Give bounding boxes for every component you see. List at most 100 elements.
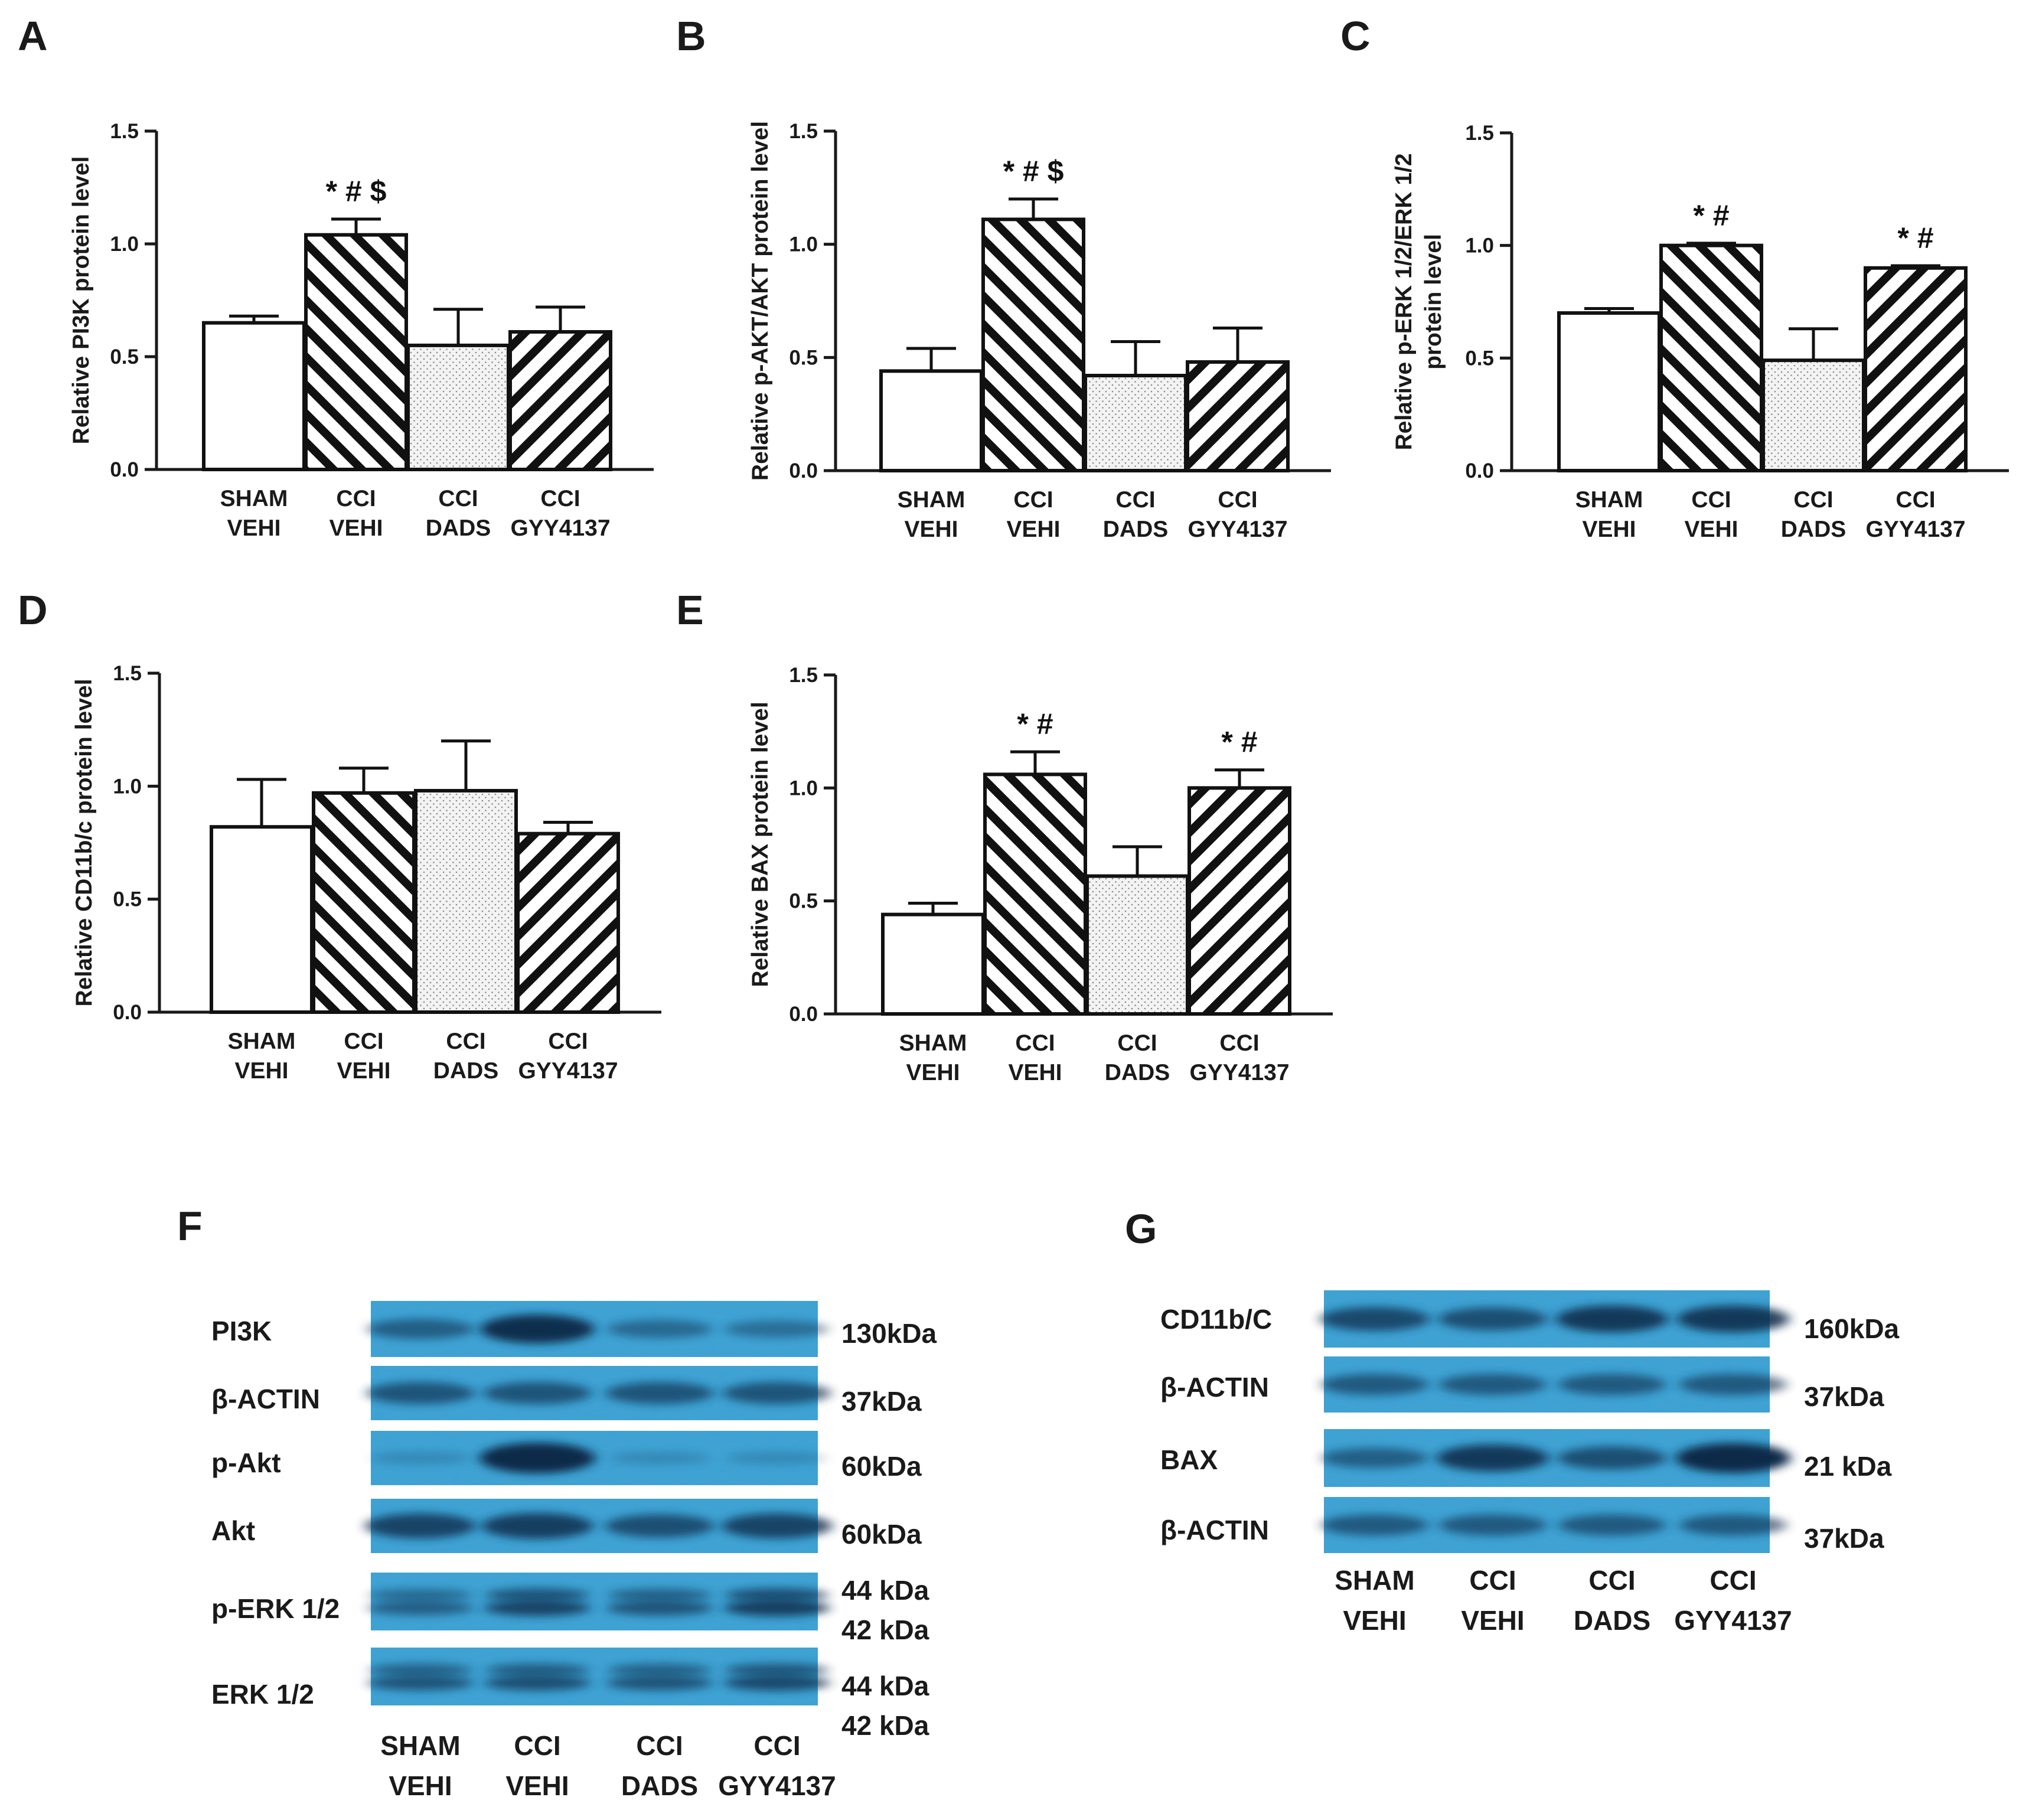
blot-band — [607, 1319, 712, 1339]
category-label-line2: DADS — [426, 516, 491, 541]
blot-band — [1679, 1514, 1787, 1536]
blot-row: β-ACTIN 37kDa — [1160, 1497, 1884, 1554]
blot-band — [608, 1588, 712, 1602]
membrane-texture — [371, 1573, 818, 1630]
chart-panel-d: D 0.0 0.5 1.0 1.5 Relative CD11b/c protein le… — [18, 587, 661, 1084]
blot-band — [484, 1675, 591, 1691]
blot-band — [367, 1675, 474, 1691]
category-label-line1: CCI — [1691, 487, 1731, 513]
blot-lane-label-line2: DADS — [1574, 1605, 1650, 1636]
bar-c-cci-gyy4137 — [1864, 266, 1968, 472]
bar-b-cci-dads — [1084, 374, 1187, 472]
y-tick-label: 1.0 — [110, 233, 139, 256]
blot-band — [724, 1600, 830, 1616]
blot-row-label: PI3K — [211, 1316, 272, 1346]
y-tick-label: 0.5 — [1465, 347, 1494, 370]
blot-band — [1438, 1307, 1548, 1331]
blot-band — [481, 1513, 593, 1539]
panel-letter-b: B — [676, 13, 706, 59]
category-label-line1: CCI — [1115, 487, 1155, 513]
blot-panel-f: F PI3K 130kDa β-ACTIN 37kDa p-Akt 60kDa Akt 60kD… — [177, 1203, 937, 1801]
blot-band — [1558, 1514, 1666, 1536]
blot-kda-label: 37kDa — [1804, 1523, 1884, 1554]
blot-band — [370, 1452, 471, 1465]
category-label-line2: DADS — [1105, 1060, 1170, 1085]
blot-lane-label-line2: DADS — [621, 1770, 698, 1801]
blot-band — [1439, 1514, 1547, 1536]
blot-row: BAX 21 kDa — [1160, 1429, 1892, 1487]
significance-label: * # — [1693, 199, 1729, 232]
chart-panel-b: B 0.0 0.5 1.0 1.5 Relative p-AKT/AKT protein … — [676, 13, 1331, 542]
category-label-line1: SHAM — [1575, 487, 1643, 513]
bar-a-sham-vehi — [202, 321, 306, 472]
blot-band — [483, 1382, 592, 1404]
y-tick-label: 0.5 — [789, 346, 818, 369]
y-axis-title: Relative p-AKT/AKT protein level — [748, 121, 773, 481]
category-label-line1: CCI — [1218, 487, 1257, 513]
panel-letter-a: A — [18, 13, 48, 59]
category-label-line2: VEHI — [234, 1058, 288, 1084]
bar-a-cci-gyy4137 — [508, 330, 612, 471]
blot-band — [722, 1513, 833, 1539]
blot-band — [1321, 1514, 1428, 1536]
category-label-line1: CCI — [1896, 487, 1935, 513]
significance-label: * # — [1897, 221, 1933, 255]
blot-band — [1557, 1446, 1667, 1470]
panel-letter-e: E — [676, 587, 704, 633]
blot-kda-label: 60kDa — [841, 1451, 922, 1482]
blot-band — [1436, 1444, 1549, 1472]
y-axis-title: Relative BAX protein level — [748, 702, 773, 987]
blot-band — [368, 1589, 472, 1602]
category-label-line2: DADS — [1103, 517, 1169, 542]
bar-c-sham-vehi — [1557, 311, 1661, 472]
category-label-line1: CCI — [548, 1029, 588, 1054]
blot-band — [1439, 1374, 1547, 1395]
panel-letter-f: F — [177, 1203, 203, 1249]
bar-b-cci-vehi — [981, 217, 1085, 472]
bar-a-cci-vehi — [304, 233, 408, 471]
category-label-line2: GYY4137 — [518, 1058, 618, 1084]
blot-band — [606, 1675, 713, 1691]
y-tick-label: 0.0 — [110, 458, 139, 481]
blot-row-label: Akt — [211, 1515, 255, 1546]
blot-kda-label: 60kDa — [841, 1519, 922, 1550]
category-label-line1: SHAM — [899, 1030, 967, 1056]
category-label-line1: CCI — [1013, 487, 1053, 513]
significance-label: * # — [1221, 726, 1257, 759]
y-tick-label: 0.0 — [113, 1001, 142, 1024]
blot-row-label: p-ERK 1/2 — [211, 1593, 340, 1624]
blot-row-label: ERK 1/2 — [211, 1679, 314, 1710]
y-tick-label: 0.0 — [789, 459, 818, 482]
category-label-line2: GYY4137 — [1189, 1060, 1289, 1085]
category-label-line1: CCI — [1015, 1030, 1055, 1056]
blot-kda-label: 21 kDa — [1804, 1451, 1892, 1482]
y-tick-label: 0.5 — [789, 890, 818, 913]
bar-d-cci-dads — [414, 788, 518, 1015]
blot-row-label: β-ACTIN — [211, 1384, 320, 1414]
blot-band — [605, 1382, 714, 1404]
blot-band — [1679, 1374, 1787, 1395]
blot-lane-label-line2: GYY4137 — [1674, 1605, 1792, 1636]
blot-lane-label-line1: CCI — [1588, 1565, 1635, 1596]
category-label-line2: VEHI — [904, 517, 958, 542]
y-tick-label: 0.0 — [1465, 459, 1494, 482]
category-label-line2: VEHI — [329, 516, 383, 541]
blot-kda-label: 37kDa — [841, 1386, 922, 1417]
blot-row: β-ACTIN 37kDa — [211, 1366, 922, 1420]
blots-layer: F PI3K 130kDa β-ACTIN 37kDa p-Akt 60kDa Akt 60kD… — [177, 1203, 1900, 1801]
bar-c-cci-dads — [1761, 358, 1865, 472]
significance-label: * # — [1017, 707, 1053, 741]
blot-kda-label: 42 kDa — [841, 1710, 929, 1741]
y-axis-title: Relative CD11b/c protein level — [71, 679, 97, 1007]
blot-row: β-ACTIN 37kDa — [1160, 1356, 1884, 1413]
blot-lane-label-line1: SHAM — [1335, 1565, 1414, 1596]
significance-label: * # $ — [326, 175, 387, 208]
category-label-line2: VEHI — [227, 516, 280, 541]
bar-e-sham-vehi — [881, 912, 985, 1016]
y-tick-label: 1.0 — [1465, 234, 1494, 257]
category-label-line2: VEHI — [906, 1060, 960, 1085]
blot-kda-label: 44 kDa — [841, 1671, 929, 1701]
blot-band — [724, 1675, 830, 1691]
y-axis-title: Relative PI3K protein level — [68, 156, 94, 445]
